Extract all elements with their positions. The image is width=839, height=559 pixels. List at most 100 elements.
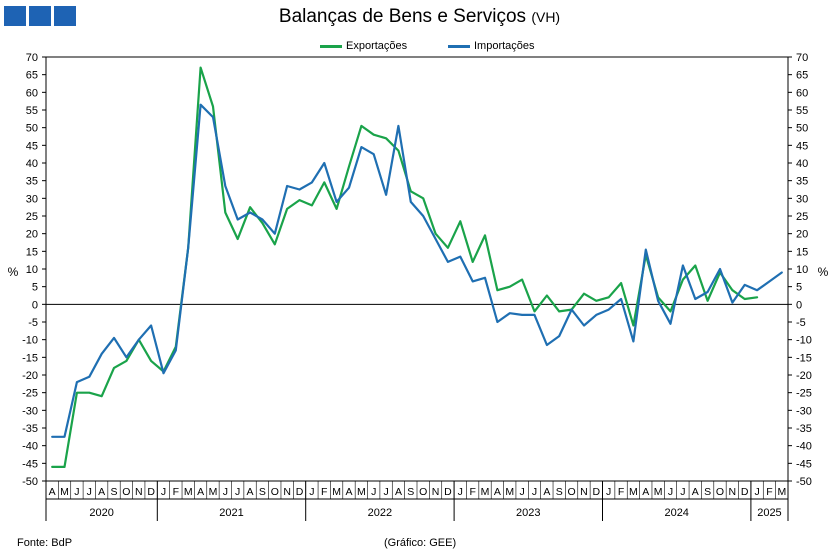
x-tick-label: A [543,486,550,498]
x-tick-label: J [532,486,537,498]
x-tick-label: F [469,486,475,498]
y-tick-label-right: -45 [796,458,812,470]
source-note: Fonte: BdP [17,537,73,549]
logo-block-3 [54,6,76,26]
y-axis-label-left: % [8,265,19,279]
y-tick-label-left: -5 [28,317,38,329]
y-tick-label-left: 10 [26,264,38,276]
y-tick-label-left: -25 [22,388,38,400]
x-tick-label: J [223,486,228,498]
y-tick-label-left: -20 [22,370,38,382]
x-tick-label: D [147,486,155,498]
x-tick-label: J [754,486,759,498]
x-tick-label: D [593,486,601,498]
x-tick-label: S [259,486,266,498]
y-tick-label-left: 5 [32,282,38,294]
chart-title-text: Balanças de Bens e Serviços [278,6,527,27]
x-tick-label: J [606,486,611,498]
x-tick-label: J [309,486,314,498]
year-label: 2021 [219,507,243,519]
y-tick-label-left: 20 [26,229,38,241]
x-tick-label: S [111,486,118,498]
y-tick-label-left: 30 [26,193,38,205]
x-tick-label: M [184,486,193,498]
logo-block-1 [4,6,26,26]
y-tick-label-left: 55 [26,105,38,117]
y-tick-label-right: -35 [796,423,812,435]
y-tick-label-left: 60 [26,87,38,99]
y-tick-label-right: 70 [796,52,808,64]
x-tick-label: J [235,486,240,498]
legend-imports-swatch [448,44,470,48]
credit-note: (Gráfico: GEE) [384,537,457,549]
x-tick-label: J [680,486,685,498]
x-tick-label: N [580,486,588,498]
y-tick-label-left: 25 [26,211,38,223]
y-tick-label-right: 10 [796,264,808,276]
x-tick-label: J [519,486,524,498]
x-tick-label: M [209,486,218,498]
x-tick-label: A [692,486,699,498]
x-tick-label: A [197,486,204,498]
y-tick-label-left: 35 [26,176,38,188]
series-line-imports [51,103,783,438]
x-tick-label: F [173,486,179,498]
x-tick-label: A [494,486,501,498]
x-tick-label: M [332,486,341,498]
y-tick-label-right: 20 [796,229,808,241]
year-label: 2023 [516,507,540,519]
x-tick-label: A [49,486,56,498]
logo-block-2 [29,6,51,26]
x-tick-label: J [371,486,376,498]
x-tick-label: O [716,486,724,498]
x-tick-label: M [777,486,786,498]
x-tick-label: S [407,486,414,498]
legend-exports: Exportações [320,40,407,52]
x-tick-label: N [283,486,291,498]
year-label: 2022 [368,507,392,519]
x-tick-label: A [247,486,254,498]
legend-imports: Importações [448,40,535,52]
year-label: 2020 [89,507,113,519]
chart-subtitle: (VH) [531,9,561,25]
chart-title: Balanças de Bens e Serviços (VH) [0,6,839,28]
legend-exports-swatch [320,44,342,48]
y-tick-label-left: 70 [26,52,38,64]
x-tick-label: F [321,486,327,498]
y-tick-label-right: -30 [796,405,812,417]
y-tick-label-left: 0 [32,299,38,311]
y-tick-label-right: 40 [796,158,808,170]
y-tick-label-left: 50 [26,123,38,135]
x-tick-label: J [668,486,673,498]
y-tick-label-left: -35 [22,423,38,435]
y-axis-label-right: % [818,265,829,279]
legend-exports-label: Exportações [346,40,408,52]
y-tick-label-right: 55 [796,105,808,117]
y-tick-label-left: -10 [22,335,38,347]
y-tick-label-left: -50 [22,476,38,488]
series-line-exports [51,66,759,468]
y-tick-label-right: 15 [796,246,808,258]
x-tick-label: M [629,486,638,498]
x-tick-label: S [704,486,711,498]
x-tick-label: O [271,486,279,498]
y-tick-label-right: 5 [796,282,802,294]
legend-imports-label: Importações [474,40,535,52]
y-tick-label-left: 15 [26,246,38,258]
x-tick-label: J [161,486,166,498]
y-tick-label-right: 65 [796,70,808,82]
y-tick-label-right: 50 [796,123,808,135]
y-tick-label-right: 0 [796,299,802,311]
plot-frame [45,56,789,482]
x-tick-label: A [345,486,352,498]
year-label: 2024 [664,507,688,519]
x-tick-label: S [556,486,563,498]
year-label: 2025 [757,507,781,519]
y-tick-label-right: 25 [796,211,808,223]
x-tick-label: J [383,486,388,498]
y-tick-label-left: 45 [26,140,38,152]
x-tick-label: F [766,486,772,498]
y-tick-label-left: -40 [22,441,38,453]
x-tick-label: O [122,486,130,498]
y-tick-label-right: -10 [796,335,812,347]
